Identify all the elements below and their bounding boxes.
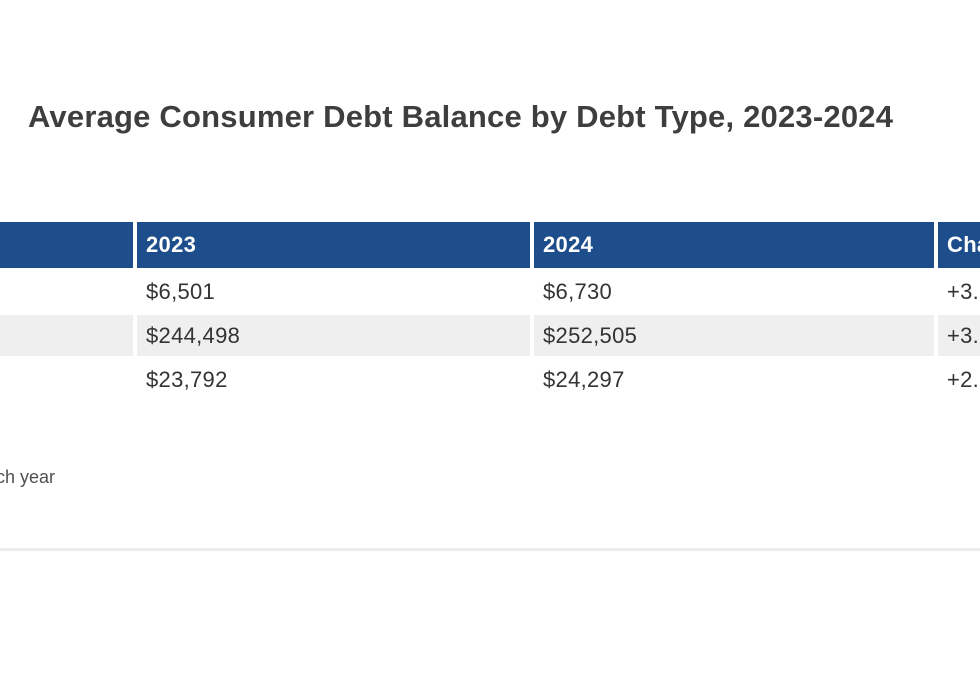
cell-row1-2023: $6,501 [137,271,530,312]
cell-row3-label [0,359,133,400]
col-header-2024: 2024 [534,222,934,268]
source-note: ch year [0,467,56,487]
cell-row2-label [0,315,133,356]
cell-row3-2024: $24,297 [534,359,934,400]
col-header-2023: 2023 [137,222,530,268]
cell-row2-change: +3.3% [938,315,980,356]
cell-row3-2023: $23,792 [137,359,530,400]
table-viewport: 2023 2024 Change $6,501 $6,730 +3.5% $24… [0,219,980,407]
cell-row2-2024: $252,505 [534,315,934,356]
cell-row2-2023: $244,498 [137,315,530,356]
col-header-change: Change [938,222,980,268]
cell-row3-change: +2.1% [938,359,980,400]
cell-row1-2024: $6,730 [534,271,934,312]
table-row: $244,498 $252,505 +3.3% [0,315,980,356]
table-row: $23,792 $24,297 +2.1% [0,359,980,400]
section-divider [0,548,980,551]
cell-row1-change: +3.5% [938,271,980,312]
table-header-row: 2023 2024 Change [0,222,980,268]
cell-row1-label [0,271,133,312]
page-title: Average Consumer Debt Balance by Debt Ty… [28,99,894,134]
debt-balance-table: 2023 2024 Change $6,501 $6,730 +3.5% $24… [0,219,980,403]
table-row: $6,501 $6,730 +3.5% [0,271,980,312]
col-header-debt-type [0,222,133,268]
